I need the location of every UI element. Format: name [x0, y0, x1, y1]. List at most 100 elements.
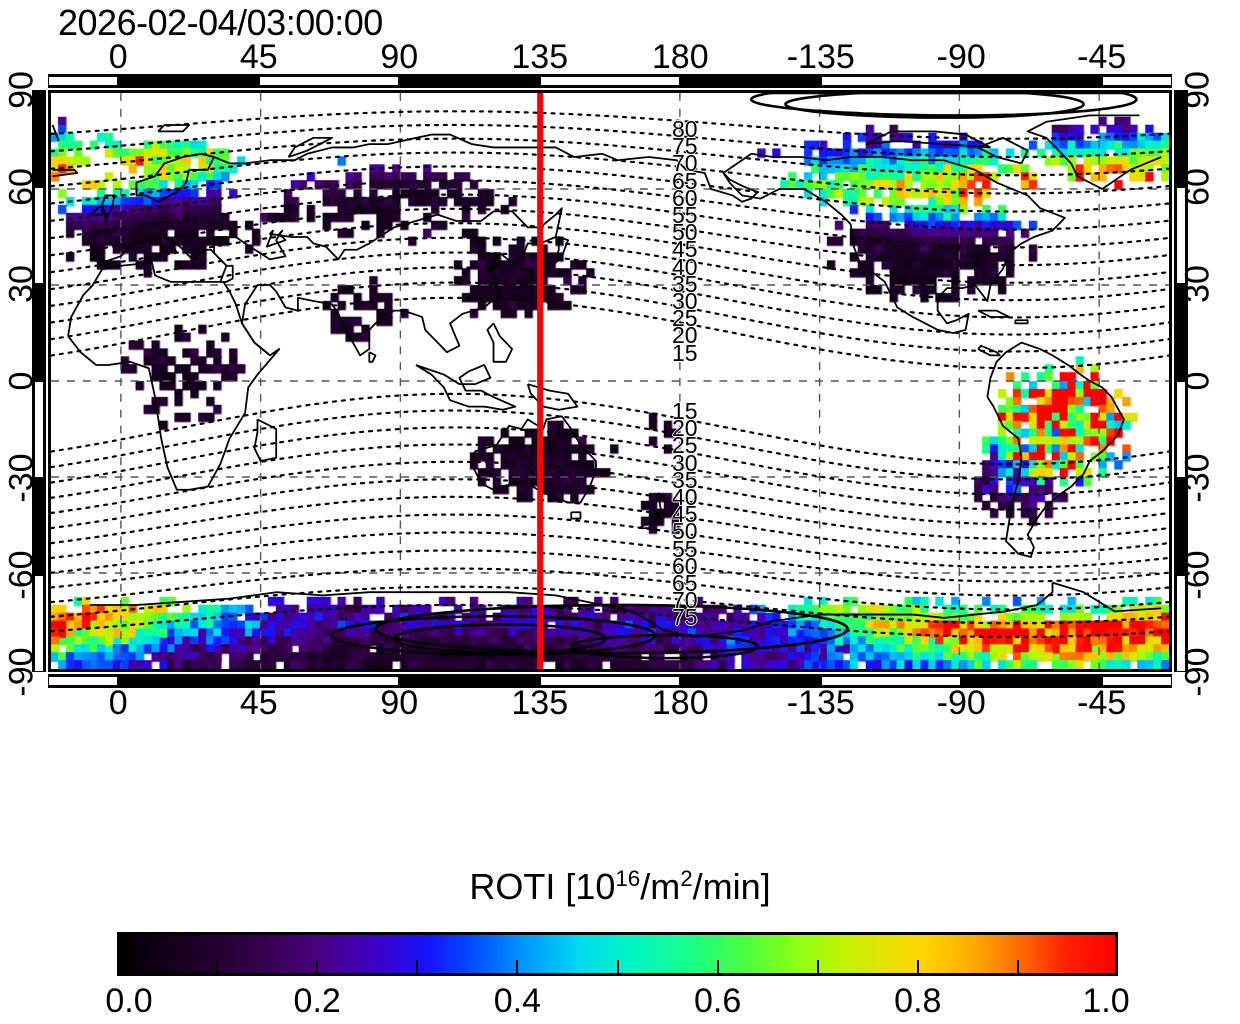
mlat-contour	[51, 281, 1169, 353]
colorbar-title-exp2: 2	[680, 866, 693, 891]
lon-tick-label: 135	[511, 684, 569, 722]
coastline-path	[213, 133, 759, 203]
coastline-path	[638, 492, 675, 530]
colorbar-minor-tick	[216, 960, 219, 976]
mlat-contour	[51, 179, 1169, 231]
lon-tick-label: 45	[239, 684, 278, 722]
lat-tick-label: 60	[1178, 168, 1217, 206]
tickband-segment	[49, 77, 118, 85]
mlat-contour	[51, 137, 1169, 177]
mlat-contour	[51, 531, 1169, 583]
colorbar-tick-label: 0.0	[105, 982, 153, 1020]
colorbar-title-mid: /m	[640, 866, 681, 907]
mlat-contour	[51, 123, 1169, 159]
mlat-contour	[51, 585, 1169, 625]
lat-tick-label: 0	[1178, 371, 1217, 391]
coastline-path	[526, 383, 579, 411]
colorbar-minor-tick	[616, 960, 619, 976]
tickband-segment	[540, 77, 680, 85]
lon-tick-label: -135	[786, 38, 855, 76]
lat-tick-label: 30	[2, 265, 41, 303]
colorbar-title: ROTI [1016/m2/min]	[469, 866, 770, 908]
lon-tick-label: 90	[380, 684, 419, 722]
coastline-path	[89, 581, 1162, 638]
mlat-contour	[51, 603, 1169, 639]
mlat-contour	[51, 165, 1169, 213]
lon-tick-label: 180	[651, 684, 709, 722]
colorbar-title-end: /min]	[692, 866, 771, 907]
mlat-contour	[51, 193, 1169, 249]
tickband-segment	[35, 188, 43, 283]
coastline-path	[89, 204, 104, 216]
tickband-segment	[35, 382, 43, 477]
auroral-oval	[374, 603, 849, 655]
lat-tick-label: -60	[1178, 550, 1217, 600]
map-inner	[51, 93, 1169, 669]
coastline-path	[91, 207, 563, 357]
colorbar-tick-labels: 0.0 0.2 0.4 0.6 0.8 1.0	[105, 982, 1129, 1024]
colorbar-tick-label: 0.8	[894, 982, 942, 1020]
lon-tick-label: -135	[786, 684, 855, 722]
mlat-contour	[51, 513, 1169, 569]
coastline-path	[977, 136, 1029, 165]
coastline-path	[977, 344, 1001, 357]
mlat-contour	[51, 236, 1169, 302]
lat-tick-label: 90	[1178, 71, 1217, 109]
lat-tick-label: -90	[2, 647, 41, 697]
coastline-path	[51, 114, 1162, 190]
tickband-segment	[49, 677, 118, 685]
colorbar-minor-tick	[816, 960, 819, 976]
lon-tick-label: -90	[936, 684, 986, 722]
mlat-contour	[51, 567, 1169, 611]
coastline-path	[135, 152, 215, 203]
colorbar-title-exp1: 16	[615, 866, 641, 891]
mlat-contour	[51, 426, 1169, 496]
roti-global-map[interactable]	[48, 90, 1172, 672]
coastline-path	[287, 136, 333, 158]
lon-tick-label: 90	[380, 38, 419, 76]
coastline-path	[415, 364, 517, 411]
colorbar-minor-tick	[516, 960, 519, 976]
colorbar-minor-tick	[1016, 960, 1019, 976]
lon-tick-label: 180	[651, 38, 709, 76]
tickband-segment	[821, 77, 961, 85]
tickband-segment	[259, 77, 399, 85]
tickband-segment	[821, 677, 961, 685]
top-axis-tickband	[48, 74, 1172, 88]
lat-tick-label: -30	[1178, 453, 1217, 503]
mlat-contour	[51, 443, 1169, 511]
coastline-path	[368, 351, 377, 363]
auroral-oval	[569, 633, 759, 660]
lon-tick-label: 0	[108, 684, 128, 722]
lat-tick-label: 90	[2, 71, 41, 109]
mlat-contour	[51, 266, 1169, 336]
colorbar-tick-label: 0.6	[693, 982, 742, 1020]
mlat-contour	[51, 222, 1169, 284]
mlat-contour	[51, 151, 1169, 195]
bottom-longitude-axis: 0 45 90 135 180 -135 -90 -45	[48, 684, 1172, 724]
lon-tick-label: -45	[1077, 684, 1127, 722]
mlat-contour	[51, 110, 1169, 140]
mlat-contour	[51, 460, 1169, 526]
lon-tick-label: -90	[936, 38, 986, 76]
mlat-contour	[51, 549, 1169, 597]
right-latitude-axis: 90 60 30 0 -30 -60 -90	[1176, 71, 1220, 696]
coastline-path	[470, 415, 597, 504]
lat-tick-label: 0	[2, 371, 41, 391]
mlat-contour	[51, 251, 1169, 319]
colorbar-title-main: ROTI [10	[469, 866, 616, 907]
colorbar-tick-label: 0.4	[493, 982, 542, 1020]
tickband-segment	[1177, 188, 1185, 283]
auroral-oval	[784, 93, 1085, 119]
lon-tick-label: -45	[1077, 38, 1127, 76]
colorbar-tick-marks	[117, 960, 1118, 976]
bottom-axis-tickband	[48, 674, 1172, 688]
coastline-path	[486, 322, 514, 363]
tickband-segment	[1102, 677, 1171, 685]
lat-tick-label: 30	[1178, 265, 1217, 303]
tickband-segment	[1177, 576, 1185, 671]
tickband-segment	[1177, 382, 1185, 477]
mlat-contour	[51, 409, 1169, 481]
mlat-contour	[51, 495, 1169, 555]
left-latitude-axis: 90 60 30 0 -30 -60 -90	[0, 71, 44, 696]
